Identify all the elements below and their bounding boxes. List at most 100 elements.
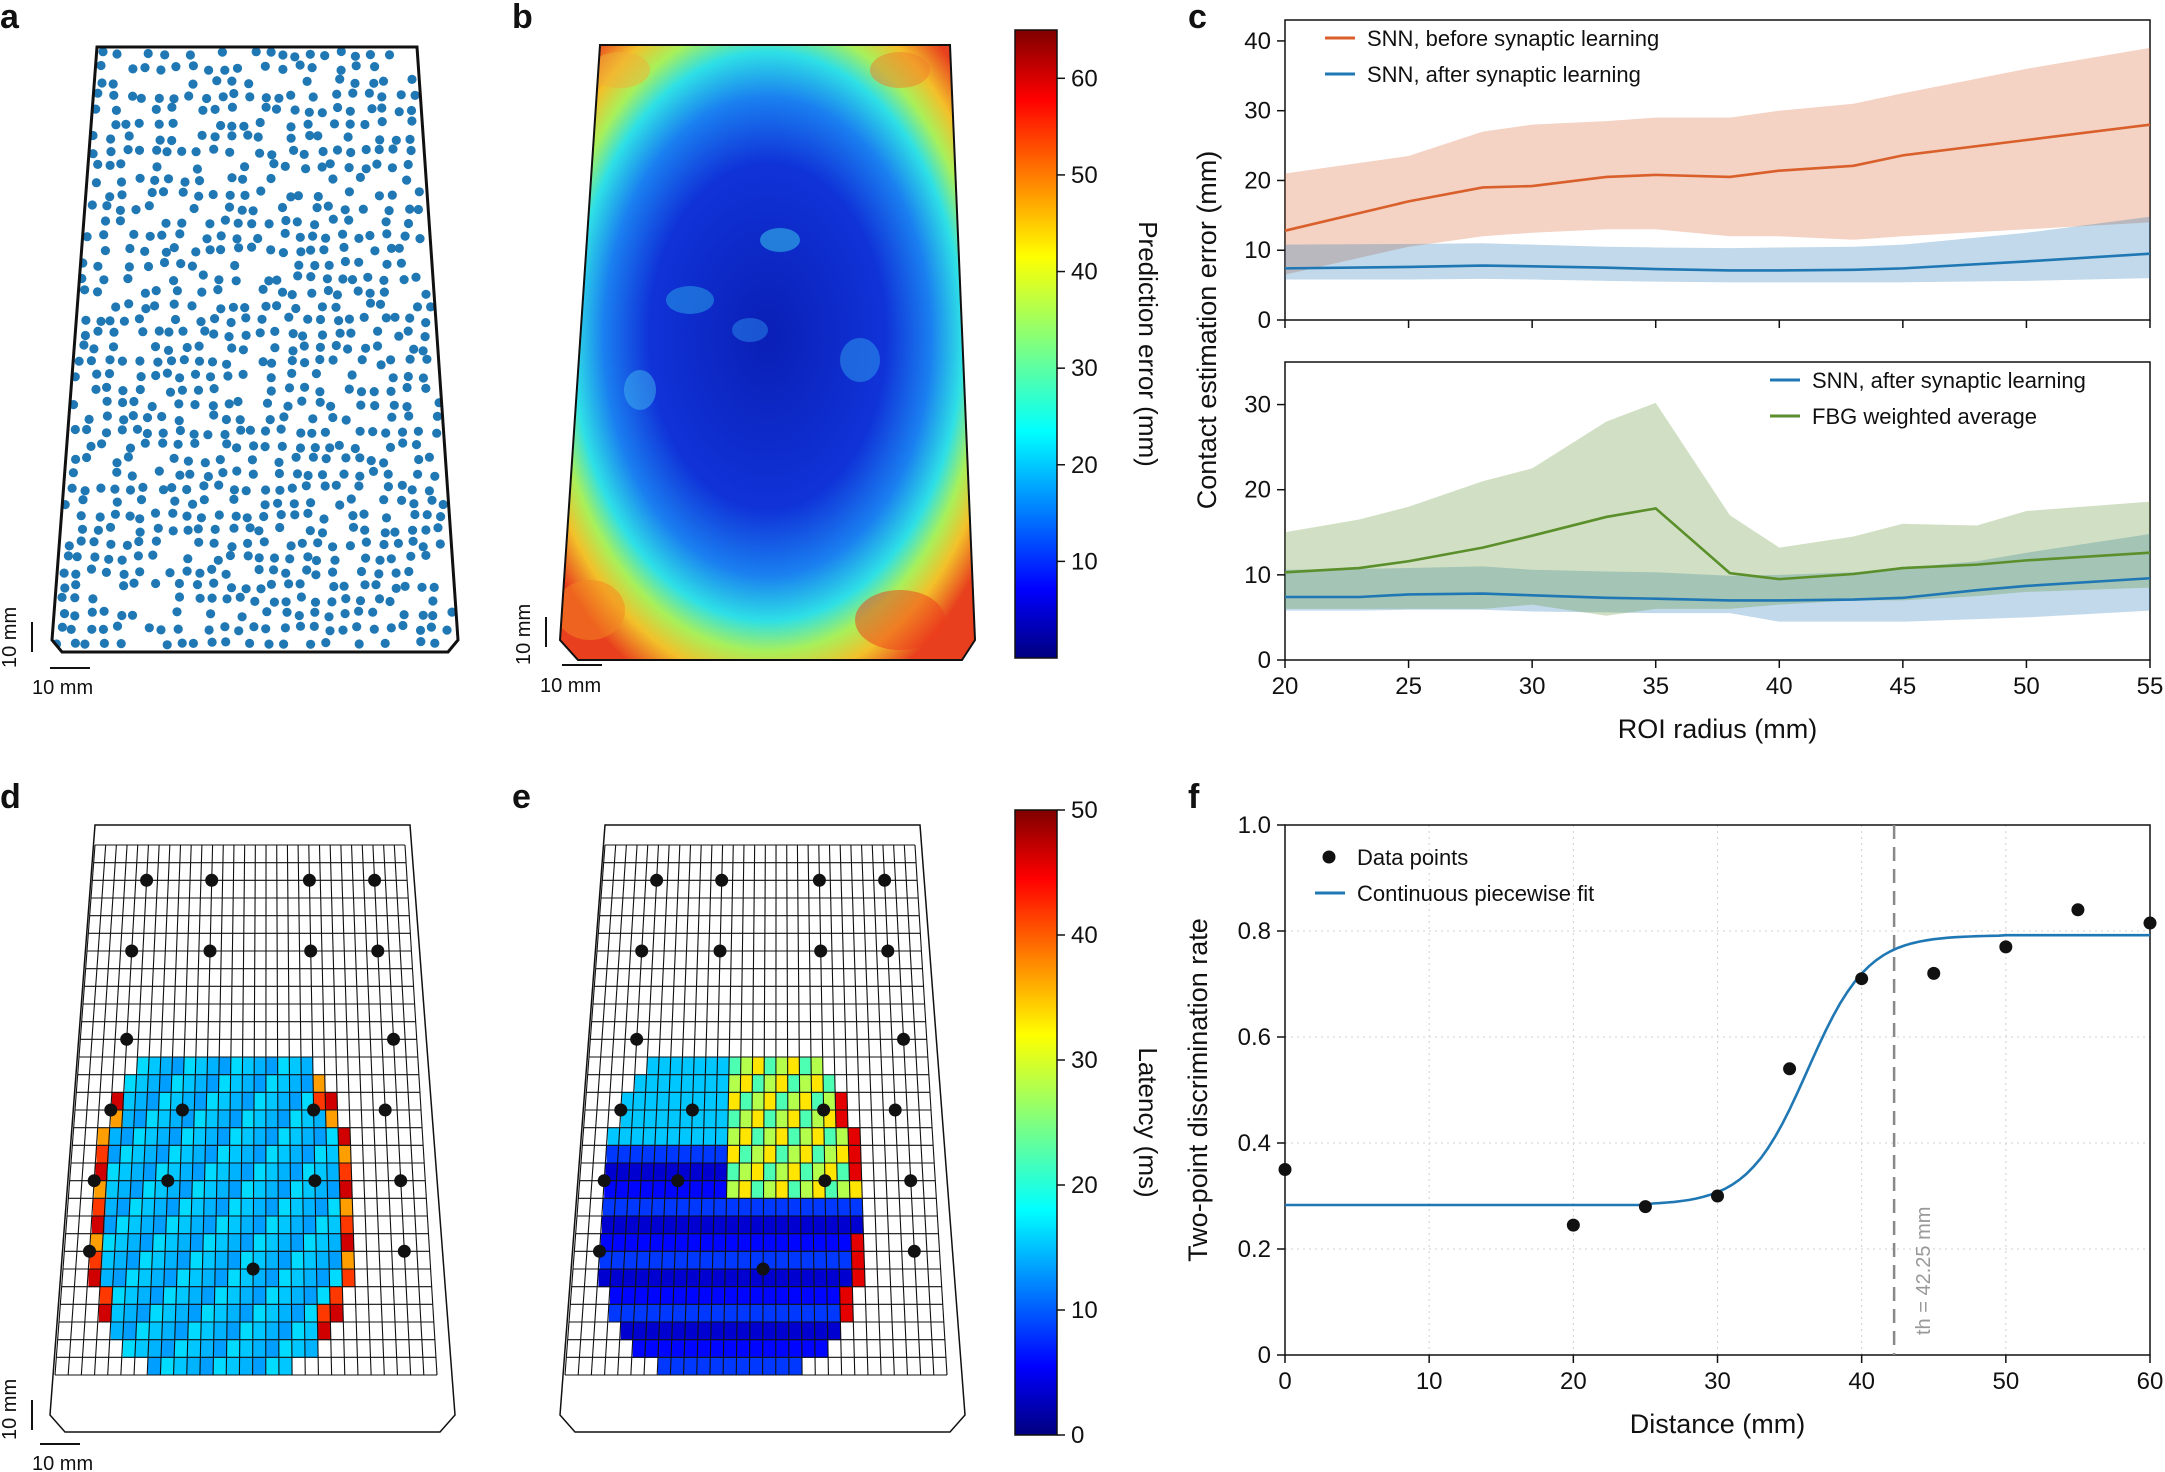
latency-cell [638, 1233, 652, 1252]
sensor-dot [254, 564, 264, 575]
sensor-dot [334, 316, 344, 326]
latency-cell [788, 1339, 803, 1358]
panel-letter-f: f [1188, 778, 1200, 816]
latency-cell [627, 1198, 641, 1217]
sensor-dot [346, 328, 356, 338]
latency-cell [598, 1269, 612, 1288]
sensor-dot [264, 276, 274, 286]
latency-cell [606, 1145, 620, 1164]
sensor-dot [229, 523, 239, 533]
latency-cell [607, 1127, 621, 1146]
sensor-dot [255, 117, 265, 128]
sensor-dot [269, 565, 279, 575]
grid-col-line [861, 844, 882, 1376]
sensor-dot [245, 638, 255, 649]
grid-col-line [393, 844, 425, 1376]
latency-cell [814, 1339, 829, 1358]
latency-cell [615, 1198, 629, 1217]
sensor-dot [343, 132, 353, 142]
sensor-dot [407, 485, 417, 495]
latency-cell [691, 1127, 705, 1146]
sensor-dot [255, 328, 265, 338]
sensor-outline [558, 44, 977, 661]
sensor-dot [295, 232, 305, 242]
latency-cell [632, 1110, 646, 1129]
latency-cell [117, 1198, 131, 1217]
latency-cell [827, 1304, 841, 1323]
latency-cell [836, 1145, 849, 1164]
error-heatmap-texture [560, 52, 945, 650]
sensor-dot [217, 47, 227, 57]
sensor-dot [72, 552, 82, 562]
latency-cell [202, 1251, 216, 1270]
sensor-dot [350, 78, 360, 88]
latency-cell [241, 1180, 255, 1199]
sensor-dot [227, 76, 237, 86]
latency-cell [265, 1251, 279, 1270]
sensor-dot [196, 513, 206, 523]
latency-cell [252, 1322, 267, 1341]
sensor-dot [220, 215, 230, 225]
latency-cell [686, 1286, 700, 1305]
sensor-dot [216, 304, 226, 314]
sensor-marker [308, 1174, 322, 1188]
latency-cell [317, 1304, 331, 1323]
latency-cell [154, 1198, 168, 1217]
latency-cell [850, 1216, 864, 1235]
grid-col-line [735, 844, 745, 1376]
latency-cell [341, 1251, 355, 1270]
sensor-dot [387, 163, 397, 173]
sensor-dot [347, 275, 358, 285]
latency-cell [628, 1180, 642, 1199]
sensor-dot [206, 609, 216, 619]
latency-cell [614, 1216, 628, 1235]
sensor-dot [310, 260, 320, 271]
sensor-dot [76, 511, 86, 521]
sensor-dot [386, 355, 396, 365]
latency-cell [302, 1198, 316, 1217]
grid-col-line [786, 844, 790, 1376]
sensor-dot [101, 428, 112, 438]
latency-cell [839, 1286, 853, 1305]
latency-cell [739, 1180, 752, 1199]
sensor-dot [404, 411, 414, 421]
latency-cell [825, 1198, 838, 1217]
sensor-dot [144, 623, 154, 633]
legend-swatch [1322, 850, 1336, 864]
grid-col-line [839, 844, 856, 1376]
sensor-dot [352, 622, 362, 632]
sensor-dot [193, 524, 203, 534]
latency-cell [725, 1269, 739, 1288]
latency-cell [290, 1145, 303, 1164]
sensor-dot [303, 470, 313, 481]
latency-cell [800, 1145, 813, 1164]
latency-cell [788, 1216, 802, 1235]
colorbar-tick-label: 10 [1071, 548, 1098, 575]
latency-cell [214, 1286, 229, 1305]
latency-cell [662, 1251, 676, 1270]
colorbar-gradient [1014, 29, 1058, 659]
grid-col-line [54, 844, 96, 1376]
x-tick-label: 40 [1848, 1368, 1875, 1395]
sensor-dot [116, 639, 126, 649]
grid-col-line [903, 844, 935, 1376]
sensor-dot [280, 228, 290, 238]
sensor-dot [385, 596, 395, 607]
sensor-dot [97, 439, 107, 449]
sensor-dot [405, 204, 415, 214]
y-tick-label: 40 [1244, 28, 1271, 55]
latency-cell [291, 1286, 305, 1305]
sensor-dot [205, 245, 215, 255]
latency-cell [253, 1286, 267, 1305]
sensor-dot [433, 523, 443, 533]
colorbar-tick-label: 50 [1071, 162, 1098, 189]
panel-letter-c: c [1188, 0, 1207, 36]
latency-cell [654, 1145, 668, 1164]
sensor-dot [260, 426, 271, 436]
sensor-dot [117, 425, 127, 435]
sensor-dot [82, 424, 92, 435]
sensor-dot [341, 594, 351, 604]
sensor-marker [368, 873, 382, 887]
sensor-dot [214, 480, 224, 490]
sensor-dot [115, 216, 125, 226]
